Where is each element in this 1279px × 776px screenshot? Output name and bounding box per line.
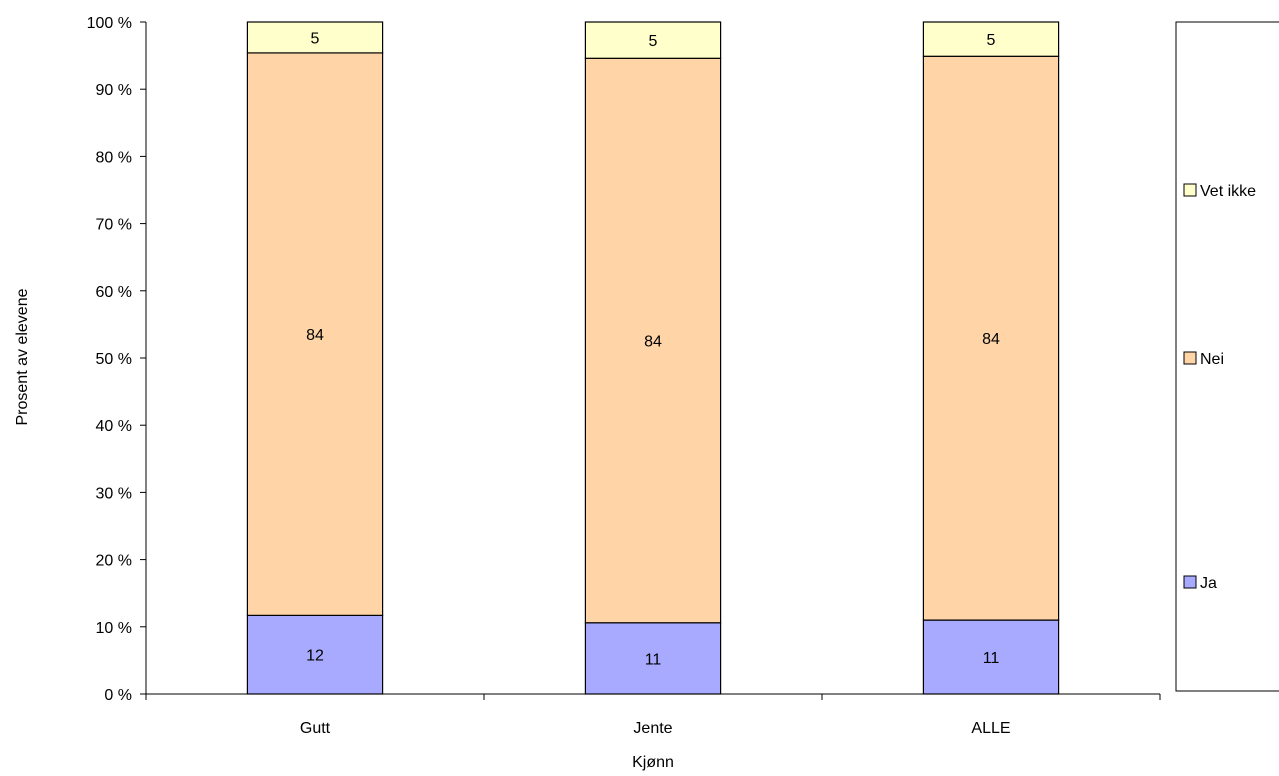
bar-segment (584, 622, 722, 695)
legend-label: Ja (1200, 575, 1217, 592)
data-label: 84 (306, 327, 324, 344)
data-label: 5 (987, 32, 996, 49)
bar-segment (922, 21, 1060, 57)
x-axis-title: Kjønn (632, 754, 674, 771)
data-label: 5 (311, 30, 320, 47)
data-label: 5 (649, 33, 658, 50)
x-tick-label: Jente (633, 720, 672, 737)
y-tick-label: 70 % (96, 217, 132, 234)
data-label: 12 (306, 648, 324, 665)
y-tick-label: 50 % (96, 351, 132, 368)
y-axis-title: Prosent av elevene (14, 288, 31, 425)
legend-label: Vet ikke (1200, 183, 1256, 200)
legend-swatch (1183, 351, 1197, 365)
bars: 12 84 5 11 84 5 11 84 5 (246, 21, 1060, 695)
legend-swatch (1183, 183, 1197, 197)
x-tick-label: Gutt (300, 720, 331, 737)
bar-segment (584, 21, 722, 59)
legend: Vet ikke Nei Ja (1175, 21, 1279, 692)
data-label: 11 (983, 650, 1000, 667)
bar-segment (246, 614, 384, 695)
y-tick-label: 60 % (96, 284, 132, 301)
y-tick-label: 80 % (96, 149, 132, 166)
x-axis: Gutt Jente ALLE (145, 693, 1161, 737)
legend-swatch (1183, 575, 1197, 589)
data-label: 11 (645, 651, 662, 668)
y-tick-label: 100 % (87, 15, 132, 32)
y-axis: 0 % 10 % 20 % 30 % 40 % 50 % 60 % 70 % 80 % 90 % 1… (87, 15, 147, 704)
y-tick-label: 20 % (96, 553, 132, 570)
bar-segment (246, 52, 384, 616)
bar-segment (922, 55, 1060, 621)
y-tick-label: 30 % (96, 485, 132, 502)
data-label: 84 (644, 334, 662, 351)
y-tick-label: 0 % (104, 687, 132, 704)
bar-segment (246, 21, 384, 54)
bar-segment (584, 57, 722, 624)
legend-label: Nei (1200, 351, 1224, 368)
x-tick-label: ALLE (971, 720, 1010, 737)
data-label: 84 (982, 331, 1000, 348)
y-tick-label: 10 % (96, 620, 132, 637)
y-tick-label: 40 % (96, 418, 132, 435)
y-tick-label: 90 % (96, 82, 132, 99)
